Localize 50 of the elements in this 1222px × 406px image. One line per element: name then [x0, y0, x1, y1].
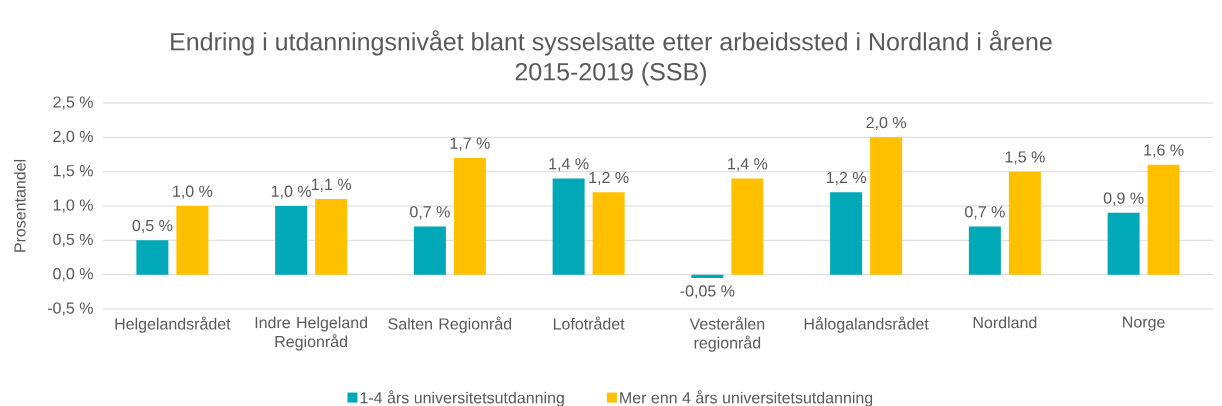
bar: [968, 226, 1001, 275]
bar: [870, 137, 903, 275]
x-tick-label: Norge: [1123, 316, 1165, 331]
data-label: 1,2 %: [589, 171, 629, 186]
data-label: 1,0 %: [173, 185, 213, 199]
bar: [176, 205, 209, 275]
data-label: 1,1 %: [311, 178, 352, 192]
data-label: 1,7 %: [450, 137, 490, 151]
y-tick-label: 1,0 %: [53, 199, 93, 213]
data-label: 0,9 %: [1103, 192, 1144, 206]
data-label: 0,7 %: [965, 206, 1005, 220]
y-tick-label: 2,0 %: [53, 130, 93, 144]
bar: [1107, 212, 1140, 275]
data-label: 1,0 %: [271, 185, 312, 199]
chart-title: Endring i utdanningsnivået blant sysselsatte etter arbeidssted i Nordland i årene 2015-2019 (SSB): [171, 30, 1052, 86]
bar: [592, 192, 625, 275]
bar: [315, 199, 348, 275]
y-tick-label: 0,5 %: [53, 233, 93, 247]
bar: [413, 226, 446, 275]
bar: [1147, 164, 1180, 275]
bar: [453, 157, 486, 275]
bar: [1008, 171, 1041, 275]
data-label: 1,6 %: [1144, 144, 1184, 158]
bar: [552, 178, 585, 275]
x-tick-label: Salten Regionråd: [388, 316, 512, 333]
legend-label: Mer enn 4 års universitetsutdanning: [620, 390, 873, 406]
x-tick-label: Indre Helgeland Regionråd: [255, 316, 368, 351]
x-tick-label: Helgelandsrådet: [115, 316, 231, 333]
data-label: 1,4 %: [549, 158, 589, 172]
y-tick-label: 0,0 %: [53, 268, 93, 282]
bar: [275, 205, 308, 275]
x-tick-label: Lofotrådet: [553, 316, 625, 330]
bar: [731, 178, 764, 275]
x-tick-label: Nordland: [973, 316, 1037, 329]
bar: [136, 240, 169, 275]
y-tick-label: 1,5 %: [53, 165, 93, 179]
data-label: 0,7 %: [410, 206, 450, 220]
data-label: 1,5 %: [1005, 151, 1045, 165]
data-label: 0,5 %: [132, 219, 173, 234]
data-label: 1,2 %: [826, 171, 866, 186]
data-label: 2,0 %: [866, 116, 906, 131]
legend-label: 1-4 års universitetsutdanning: [360, 390, 564, 406]
y-axis-title: Prosentandel: [13, 159, 26, 252]
data-label: -0,05 %: [680, 285, 735, 299]
x-tick-label: Vesterålen regionråd: [689, 316, 765, 352]
x-tick-label: Hålogalandsrådet: [804, 316, 929, 333]
y-tick-label: -0,5 %: [47, 302, 93, 316]
y-tick-label: 2,5 %: [53, 96, 93, 110]
bar: [830, 192, 863, 275]
data-label: 1,4 %: [728, 158, 768, 172]
